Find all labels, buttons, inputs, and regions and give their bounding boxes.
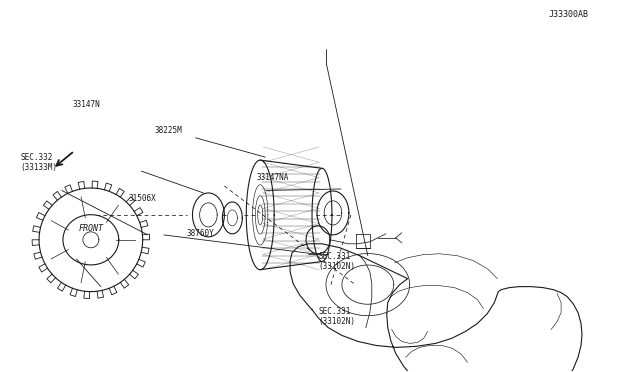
- Text: 33147NA: 33147NA: [256, 173, 289, 182]
- Text: SEC.331
(33102N): SEC.331 (33102N): [319, 252, 356, 271]
- Text: 38760Y: 38760Y: [186, 229, 214, 238]
- Text: FRONT: FRONT: [79, 224, 104, 233]
- Text: SEC.331
(33102N): SEC.331 (33102N): [319, 307, 356, 326]
- Text: 38225M: 38225M: [154, 126, 182, 135]
- Text: SEC.332
(33133M): SEC.332 (33133M): [20, 153, 58, 172]
- Text: 31506X: 31506X: [129, 194, 156, 203]
- Text: 33147N: 33147N: [72, 100, 100, 109]
- Text: J33300AB: J33300AB: [548, 10, 588, 19]
